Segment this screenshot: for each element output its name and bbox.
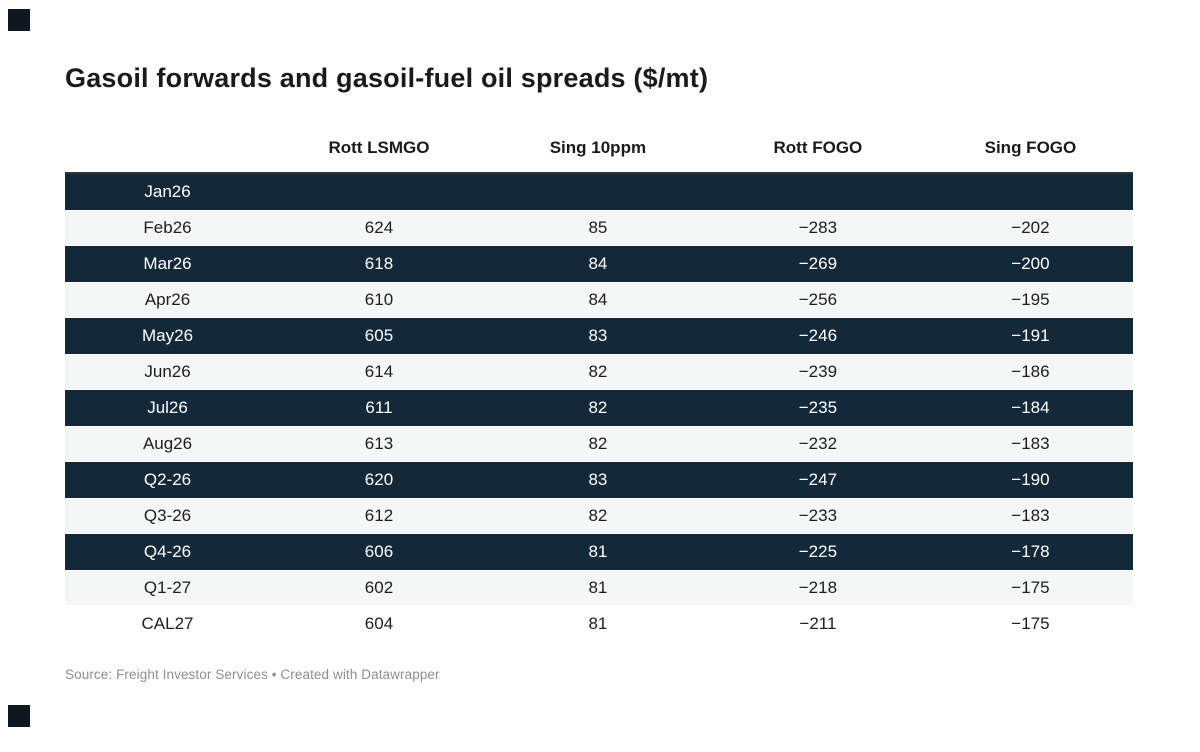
cell-month-label: CAL27 bbox=[141, 614, 194, 633]
cell-value: 605 bbox=[364, 326, 394, 345]
table-row: Mar26 618 84 −269 −200 bbox=[65, 246, 1133, 282]
cell-value: −256 bbox=[798, 290, 838, 309]
cell-value: −175 bbox=[1011, 578, 1050, 597]
cell-value: −269 bbox=[798, 254, 838, 273]
table-row: Jul26 611 82 −235 −184 bbox=[65, 390, 1133, 426]
cell-value: 612 bbox=[364, 506, 394, 525]
cell-month-label: Q1-27 bbox=[143, 578, 192, 597]
cell-value: 610 bbox=[364, 290, 394, 309]
cell-value: 82 bbox=[588, 434, 608, 453]
table-row: Aug26 613 82 −232 −183 bbox=[65, 426, 1133, 462]
table-row: Q1-27 602 81 −218 −175 bbox=[65, 570, 1133, 606]
cell-month-label: Q4-26 bbox=[143, 542, 192, 561]
cell-month-label: Jul26 bbox=[147, 398, 188, 417]
cell-value: −211 bbox=[799, 614, 837, 633]
corner-mark-top-left bbox=[8, 9, 30, 31]
cell-value: 83 bbox=[588, 326, 608, 345]
cell-value: 85 bbox=[588, 218, 608, 237]
cell-value: 614 bbox=[364, 362, 394, 381]
cell-month-label: Apr26 bbox=[144, 290, 191, 309]
table-row: Feb26 624 85 −283 −202 bbox=[65, 210, 1133, 246]
cell-value: −202 bbox=[1011, 218, 1050, 237]
cell-value: 620 bbox=[364, 470, 394, 489]
table-row: Q4-26 606 81 −225 −178 bbox=[65, 534, 1133, 570]
column-header: Rott LSMGO bbox=[328, 138, 430, 157]
cell-value: −191 bbox=[1011, 326, 1050, 345]
cell-value: 81 bbox=[588, 578, 608, 597]
cell-value: −246 bbox=[798, 326, 838, 345]
table-row: Jan26 bbox=[65, 174, 1133, 210]
cell-value: 618 bbox=[364, 254, 394, 273]
data-table: Jan26 Feb26 624 85 −283 −202 Mar26 618 84 −269 −20… bbox=[65, 172, 1133, 642]
cell-month-label: Jan26 bbox=[144, 182, 191, 201]
cell-value: 83 bbox=[588, 470, 608, 489]
cell-value: −190 bbox=[1011, 470, 1050, 489]
cell-month-label: Aug26 bbox=[142, 434, 193, 453]
table-header-row: Rott LSMGO Sing 10ppm Rott FOGO Sing FOGO bbox=[65, 132, 1133, 164]
cell-month-label: May26 bbox=[142, 326, 194, 345]
cell-value: 82 bbox=[588, 506, 608, 525]
corner-mark-bottom-left bbox=[8, 705, 30, 727]
cell-value: 611 bbox=[365, 398, 393, 417]
cell-month-label: Mar26 bbox=[143, 254, 192, 273]
cell-value: −186 bbox=[1011, 362, 1050, 381]
cell-month-label: Feb26 bbox=[143, 218, 192, 237]
column-header: Sing FOGO bbox=[984, 138, 1077, 157]
cell-value: 81 bbox=[588, 542, 608, 561]
table-row: CAL27 604 81 −211 −175 bbox=[65, 606, 1133, 642]
cell-value: 602 bbox=[364, 578, 394, 597]
cell-value: 604 bbox=[364, 614, 394, 633]
cell-value: 84 bbox=[588, 290, 608, 309]
cell-value: 606 bbox=[364, 542, 394, 561]
column-header: Rott FOGO bbox=[773, 138, 863, 157]
cell-value: −218 bbox=[798, 578, 838, 597]
cell-value: −184 bbox=[1011, 398, 1050, 417]
cell-value: −239 bbox=[798, 362, 838, 381]
cell-value: −175 bbox=[1011, 614, 1050, 633]
table-row: Q2-26 620 83 −247 −190 bbox=[65, 462, 1133, 498]
cell-value: −195 bbox=[1011, 290, 1050, 309]
cell-value: −247 bbox=[798, 470, 838, 489]
source-attribution: Source: Freight Investor Services • Crea… bbox=[65, 667, 440, 682]
cell-value: 81 bbox=[588, 614, 608, 633]
cell-value: −283 bbox=[798, 218, 838, 237]
cell-value: −233 bbox=[798, 506, 838, 525]
cell-value: 84 bbox=[588, 254, 608, 273]
table-row: May26 605 83 −246 −191 bbox=[65, 318, 1133, 354]
cell-value: −183 bbox=[1011, 506, 1050, 525]
cell-value: 624 bbox=[364, 218, 394, 237]
cell-value: 613 bbox=[364, 434, 394, 453]
cell-value: −225 bbox=[798, 542, 838, 561]
cell-value: 82 bbox=[588, 362, 608, 381]
cell-value: 82 bbox=[588, 398, 608, 417]
page-title: Gasoil forwards and gasoil-fuel oil spre… bbox=[65, 63, 709, 93]
cell-month-label: Q3-26 bbox=[143, 506, 192, 525]
table-row: Apr26 610 84 −256 −195 bbox=[65, 282, 1133, 318]
cell-value: −232 bbox=[798, 434, 838, 453]
cell-month-label: Q2-26 bbox=[143, 470, 192, 489]
cell-value: −235 bbox=[798, 398, 838, 417]
table-row: Q3-26 612 82 −233 −183 bbox=[65, 498, 1133, 534]
cell-value: −200 bbox=[1011, 254, 1050, 273]
cell-value: −178 bbox=[1011, 542, 1050, 561]
cell-value: −183 bbox=[1011, 434, 1050, 453]
column-header: Sing 10ppm bbox=[549, 138, 647, 157]
table-row: Jun26 614 82 −239 −186 bbox=[65, 354, 1133, 390]
cell-month-label: Jun26 bbox=[144, 362, 191, 381]
